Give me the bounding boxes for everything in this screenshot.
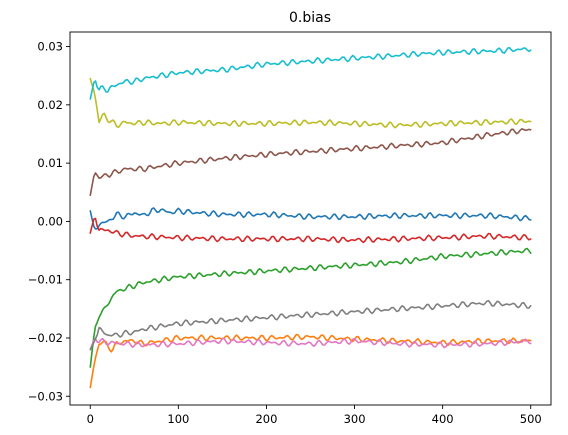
series-line-3 bbox=[89, 247, 532, 368]
series-line-1 bbox=[89, 207, 532, 230]
series-line-4 bbox=[89, 217, 532, 244]
y-tick-label: −0.03 bbox=[28, 389, 63, 403]
x-tick-label: 500 bbox=[520, 412, 542, 426]
series-line-8 bbox=[89, 77, 532, 129]
series-line-2 bbox=[89, 333, 532, 389]
series-line-7 bbox=[89, 299, 532, 351]
series-line-6 bbox=[89, 337, 532, 351]
x-axis: 0 100 200 300 400 500 bbox=[87, 405, 542, 426]
series-line-9 bbox=[89, 46, 532, 100]
series-line-5 bbox=[89, 128, 532, 196]
y-tick-label: −0.02 bbox=[28, 331, 63, 345]
x-tick-label: 200 bbox=[255, 412, 277, 426]
series-layer bbox=[89, 46, 532, 389]
y-axis: −0.03 −0.02 −0.01 0.00 0.01 0.02 0.03 bbox=[28, 40, 70, 403]
y-tick-label: 0.00 bbox=[37, 214, 63, 228]
chart-title: 0.bias bbox=[289, 10, 331, 26]
x-tick-label: 0 bbox=[87, 412, 94, 426]
y-tick-label: 0.03 bbox=[37, 40, 63, 54]
x-tick-label: 100 bbox=[167, 412, 189, 426]
x-tick-label: 300 bbox=[344, 412, 366, 426]
y-tick-label: 0.01 bbox=[37, 156, 63, 170]
y-tick-label: −0.01 bbox=[28, 273, 63, 287]
x-tick-label: 400 bbox=[432, 412, 454, 426]
y-tick-label: 0.02 bbox=[37, 98, 63, 112]
axes-frame bbox=[69, 31, 552, 406]
